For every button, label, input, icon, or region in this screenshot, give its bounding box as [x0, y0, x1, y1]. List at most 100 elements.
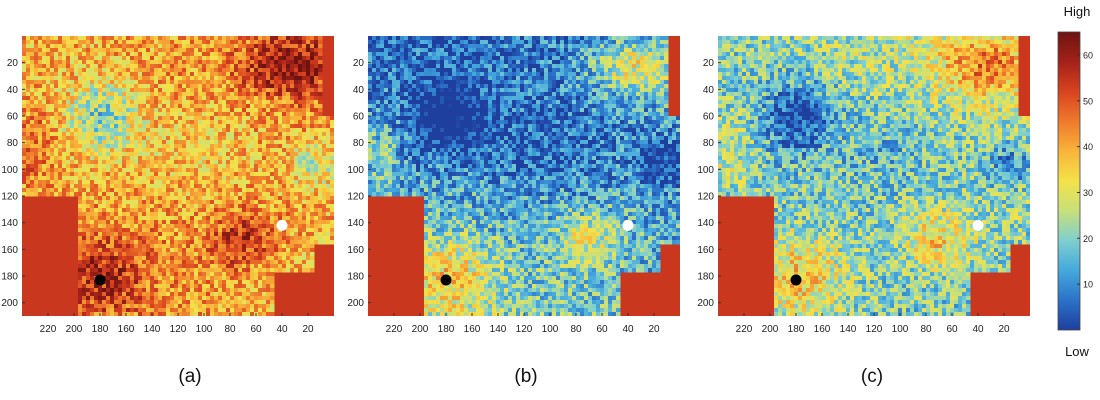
heatmap-cell: [520, 40, 525, 45]
heatmap-cell: [266, 160, 271, 165]
heatmap-cell: [98, 192, 103, 197]
heatmap-cell: [298, 184, 303, 189]
heatmap-cell: [78, 308, 83, 313]
heatmap-cell: [234, 192, 239, 197]
heatmap-cell: [258, 276, 263, 281]
heatmap-cell: [420, 40, 425, 45]
heatmap-cell: [98, 124, 103, 129]
heatmap-cell: [476, 40, 481, 45]
heatmap-cell: [166, 140, 171, 145]
heatmap-cell: [238, 88, 243, 93]
heatmap-cell: [142, 96, 147, 101]
heatmap-cell: [238, 100, 243, 105]
heatmap-cell: [78, 148, 83, 153]
heatmap-cell: [250, 136, 255, 141]
heatmap-cell: [174, 312, 179, 316]
heatmap-cell: [102, 264, 107, 269]
heatmap-cell: [86, 184, 91, 189]
heatmap-cell: [290, 88, 295, 93]
heatmap-cell: [38, 84, 43, 89]
y-tick-label: 160: [1, 245, 18, 256]
heatmap-cell: [230, 304, 235, 309]
heatmap-cell: [230, 224, 235, 229]
heatmap-cell: [286, 244, 291, 249]
heatmap-cell: [318, 224, 323, 229]
heatmap-cell: [134, 88, 139, 93]
heatmap-cell: [142, 172, 147, 177]
heatmap-cell: [246, 220, 251, 225]
heatmap-cell: [142, 180, 147, 185]
heatmap-cell: [202, 256, 207, 261]
heatmap-cell: [174, 220, 179, 225]
heatmap-cell: [210, 132, 215, 137]
heatmap-cell: [278, 164, 283, 169]
heatmap-cell: [142, 292, 147, 297]
heatmap-cell: [82, 276, 87, 281]
heatmap-cell: [50, 52, 55, 57]
heatmap-cell: [30, 140, 35, 145]
heatmap-cell: [146, 72, 151, 77]
heatmap-cell: [182, 176, 187, 181]
heatmap-cell: [286, 224, 291, 229]
heatmap-cell: [158, 312, 163, 316]
heatmap-cell: [102, 284, 107, 289]
heatmap-cell: [66, 96, 71, 101]
heatmap-cell: [270, 80, 275, 85]
heatmap-cell: [262, 260, 267, 265]
heatmap-cell: [214, 256, 219, 261]
heatmap-cell: [326, 120, 331, 125]
heatmap-cell: [298, 192, 303, 197]
heatmap-cell: [460, 36, 465, 41]
heatmap-cell: [274, 88, 279, 93]
heatmap-cell: [202, 108, 207, 113]
heatmap-cell: [294, 140, 299, 145]
heatmap-cell: [218, 140, 223, 145]
heatmap-cell: [174, 200, 179, 205]
heatmap-cell: [234, 156, 239, 161]
heatmap-cell: [302, 204, 307, 209]
heatmap-cell: [190, 128, 195, 133]
heatmap-cell: [214, 176, 219, 181]
heatmap-cell: [90, 148, 95, 153]
heatmap-cell: [314, 148, 319, 153]
heatmap-cell: [310, 264, 315, 269]
heatmap-cell: [118, 232, 123, 237]
heatmap-cell: [98, 188, 103, 193]
heatmap-cell: [234, 128, 239, 133]
heatmap-cell: [26, 104, 31, 109]
heatmap-cell: [218, 220, 223, 225]
heatmap-cell: [310, 156, 315, 161]
heatmap-cell: [154, 300, 159, 305]
heatmap-cell: [440, 36, 445, 41]
heatmap-cell: [22, 128, 27, 133]
heatmap-cell: [306, 176, 311, 181]
heatmap-cell: [106, 96, 111, 101]
heatmap-cell: [22, 56, 27, 61]
heatmap-cell: [206, 60, 211, 65]
heatmap-cell: [194, 48, 199, 53]
heatmap-cell: [154, 220, 159, 225]
heatmap-cell: [98, 272, 103, 277]
heatmap-cell: [310, 76, 315, 81]
heatmap-cell: [130, 312, 135, 316]
heatmap-cell: [98, 168, 103, 173]
heatmap-cell: [194, 224, 199, 229]
heatmap-cell: [114, 244, 119, 249]
heatmap-cell: [250, 308, 255, 313]
heatmap-cell: [118, 52, 123, 57]
heatmap-cell: [182, 84, 187, 89]
heatmap-cell: [310, 136, 315, 141]
heatmap-cell: [588, 40, 593, 45]
heatmap-cell: [310, 212, 315, 217]
x-tick-label: 80: [224, 324, 236, 335]
heatmap-cell: [26, 36, 31, 41]
heatmap-cell: [174, 136, 179, 141]
heatmap-cell: [266, 176, 271, 181]
heatmap-cell: [592, 40, 597, 45]
heatmap-cell: [26, 76, 31, 81]
heatmap-cell: [78, 176, 83, 181]
heatmap-cell: [242, 36, 247, 41]
heatmap-cell: [134, 72, 139, 77]
heatmap-cell: [294, 100, 299, 105]
heatmap-cell: [302, 68, 307, 73]
